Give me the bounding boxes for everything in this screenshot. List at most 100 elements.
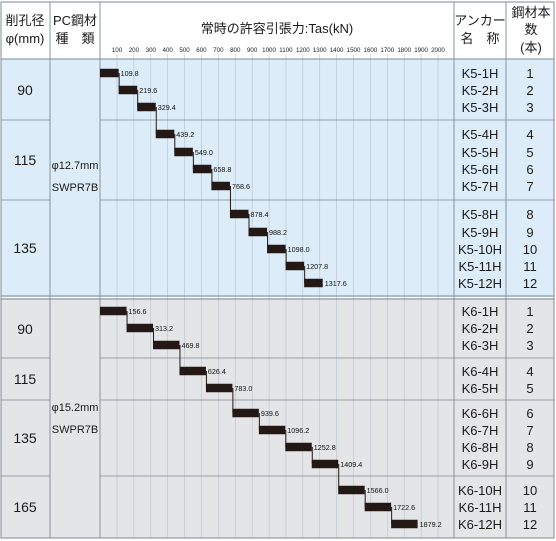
data-label: 469.8 [181, 341, 199, 350]
strand-count: 12 [522, 517, 538, 532]
anchor-name: K5-6H [461, 162, 499, 177]
data-label: 626.4 [208, 367, 226, 376]
data-label: 1409.4 [340, 460, 362, 469]
header-pc-steel-line1: PC鋼材 [52, 13, 98, 29]
header-strand-count: 鋼材本数 (本) [506, 4, 556, 56]
bar [258, 425, 286, 435]
hole-dia-cell: 135 [13, 429, 37, 446]
panel-k5 [1, 59, 554, 297]
bar [391, 519, 418, 529]
strand-count: 7 [526, 423, 534, 438]
x-tick-label: 1300 [313, 47, 327, 54]
hole-dia-cell: 115 [13, 151, 37, 168]
data-label: 1096.2 [287, 426, 309, 435]
header-hole-dia: 削孔径 φ(mm) [0, 4, 50, 56]
x-tick-label: 1100 [279, 47, 293, 54]
bar [338, 485, 365, 495]
strand-count: 9 [526, 457, 534, 472]
anchor-name: K6-5H [461, 381, 499, 396]
strand-count: 4 [526, 364, 534, 379]
hole-dia-cell: 165 [13, 498, 37, 515]
pc-steel-spec-k6: φ15.2mm SWPR7B [50, 397, 100, 441]
x-tick-label: 2000 [431, 47, 445, 54]
bar [192, 164, 212, 174]
anchor-name: K6-12H [457, 517, 503, 532]
bar [267, 244, 286, 254]
data-label: 156.6 [129, 307, 147, 316]
strand-count: 10 [522, 242, 538, 257]
header-pc-steel: PC鋼材 種 類 [50, 4, 100, 56]
data-label: 1317.6 [325, 279, 347, 288]
x-tick-label: 500 [179, 47, 190, 54]
data-label: 1098.0 [288, 245, 310, 254]
data-label: 1566.0 [367, 486, 389, 495]
anchor-name: K5-7H [461, 179, 499, 194]
x-tick-label: 900 [247, 47, 258, 54]
anchor-name: K5-10H [457, 242, 503, 257]
header-anchor-name: アンカー 名 称 [454, 4, 506, 56]
bar [118, 85, 138, 95]
strand-count: 1 [526, 66, 534, 81]
strand-count: 9 [526, 225, 534, 240]
anchor-name: K5-8H [461, 207, 499, 222]
strand-count: 8 [526, 440, 534, 455]
anchor-name: K5-1H [461, 66, 499, 81]
strand-count: 5 [526, 381, 534, 396]
x-tick-label: 300 [146, 47, 157, 54]
anchor-name: K5-12H [457, 276, 503, 291]
bar [311, 459, 339, 469]
bar [153, 340, 180, 350]
bar [364, 502, 392, 512]
anchor-name: K5-4H [461, 127, 499, 142]
data-label: 988.2 [269, 228, 287, 237]
header-background [1, 2, 554, 59]
data-label: 329.4 [158, 103, 176, 112]
strand-count: 3 [526, 338, 534, 353]
x-tick-label: 1200 [296, 47, 310, 54]
hole-dia-cell: 90 [17, 320, 33, 337]
data-label: 109.8 [121, 69, 139, 78]
bar [205, 383, 233, 393]
header-strand-count-line1: 鋼材本数 [511, 4, 551, 38]
header-pc-steel-line2: 種 類 [55, 31, 95, 46]
bar [100, 306, 127, 316]
pc-steel-dia: φ15.2mm [51, 402, 99, 414]
x-tick-label: 800 [230, 47, 241, 54]
data-label: 658.8 [213, 165, 231, 174]
pc-steel-dia: φ12.7mm [51, 160, 99, 172]
bar [100, 68, 119, 78]
bar [155, 129, 175, 139]
strand-count: 11 [523, 500, 537, 515]
x-tick-label: 200 [129, 47, 140, 54]
bar [211, 181, 230, 191]
bar [229, 209, 249, 219]
x-tick-label: 1400 [330, 47, 344, 54]
x-tick-label: 1700 [380, 47, 394, 54]
x-tick-label: 1800 [397, 47, 411, 54]
anchor-name: K5-3H [461, 100, 499, 115]
x-tick-label: 1900 [414, 47, 428, 54]
data-label: 313.2 [155, 324, 173, 333]
anchor-name: K6-3H [461, 338, 499, 353]
hole-dia-cell: 135 [13, 239, 37, 256]
data-label: 1722.6 [393, 503, 415, 512]
strand-count: 4 [526, 127, 534, 142]
strand-count: 6 [526, 406, 534, 421]
x-tick-label: 700 [213, 47, 224, 54]
data-label: 878.4 [251, 210, 269, 219]
data-label: 549.0 [195, 148, 213, 157]
x-tick-label: 400 [163, 47, 174, 54]
data-label: 939.6 [261, 409, 279, 418]
data-label: 439.2 [176, 130, 194, 139]
header-anchor-name-line2: 名 称 [460, 31, 500, 46]
bar [285, 442, 312, 452]
anchor-name: K6-9H [461, 457, 499, 472]
x-tick-label: 1000 [262, 47, 276, 54]
pc-steel-type: SWPR7B [51, 182, 99, 194]
anchor-name: K6-4H [461, 364, 499, 379]
anchor-name: K6-7H [461, 423, 499, 438]
header-strand-count-line2: (本) [520, 39, 542, 55]
